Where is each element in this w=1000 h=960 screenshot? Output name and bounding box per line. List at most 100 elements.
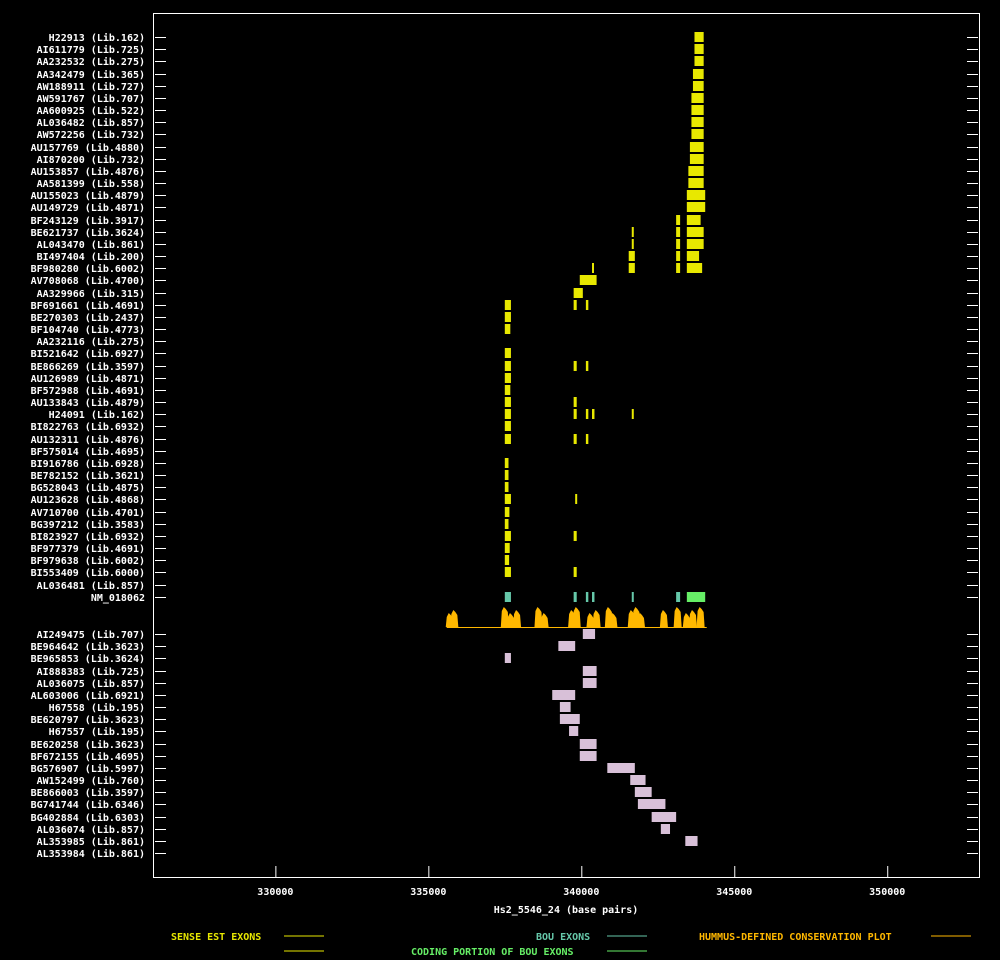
upper-row-label-21: AA329966 (Lib.315) [37,288,145,300]
sense-exon-44-0 [504,567,511,577]
sense-exon-18-2 [686,251,700,261]
sense-exon-16-0 [631,227,634,237]
conservation-peak-1 [450,610,459,627]
conservation-peak-20 [696,607,705,627]
conservation-peak-6 [540,613,549,627]
antisense-exon-7-0 [559,714,580,724]
sense-exon-5-0 [691,93,704,103]
sense-exon-23-0 [504,312,511,322]
upper-row-label-23: BE270303 (Lib.2437) [31,312,145,324]
upper-row-label-30: AU133843 (Lib.4879) [31,397,145,409]
sense-exon-8-0 [691,129,704,139]
antisense-exon-10-0 [579,751,597,761]
lower-row-label-17: AL353985 (Lib.861) [37,836,145,848]
upper-row-label-12: AA581399 (Lib.558) [37,178,145,190]
sense-exon-15-0 [676,215,681,225]
sense-exon-14-0 [686,202,706,212]
sense-exon-41-0 [504,531,511,541]
conservation-peak-12 [609,613,618,627]
sense-exon-13-0 [686,190,706,200]
sense-exon-6-0 [691,105,704,115]
antisense-exon-0-0 [582,629,596,639]
upper-row-label-28: AU126989 (Lib.4871) [31,373,145,385]
sense-exon-28-0 [504,373,511,383]
upper-row-label-7: AL036482 (Lib.857) [37,117,145,129]
sense-exon-39-0 [504,507,510,517]
x-tick-label-0: 330000 [257,887,293,898]
sense-exon-2-0 [694,56,704,66]
sense-exon-24-0 [504,324,511,334]
sense-exon-27-1 [573,361,577,371]
lower-row-label-10: BF672155 (Lib.4695) [31,751,145,763]
upper-row-label-8: AW572256 (Lib.732) [37,129,145,141]
upper-row-label-31: H24091 (Lib.162) [49,409,145,421]
sense-exon-16-1 [676,227,681,237]
upper-row-label-1: AI611779 (Lib.725) [37,44,145,56]
legend-sense-label: SENSE EST EXONS [171,932,261,943]
sense-exon-18-0 [628,251,635,261]
sense-exon-38-0 [504,494,511,504]
sense-exon-0-0 [694,32,704,42]
upper-row-label-39: AV710700 (Lib.4701) [31,507,145,519]
lower-row-label-12: AW152499 (Lib.760) [37,775,145,787]
antisense-exon-15-0 [651,812,677,822]
sense-exon-15-1 [686,215,701,225]
bou-exon-5 [676,592,681,602]
lower-row-label-9: BE620258 (Lib.3623) [31,739,145,751]
x-tick-label-2: 340000 [563,887,599,898]
conservation-peak-19 [688,610,697,627]
upper-row-label-41: BI823927 (Lib.6932) [31,531,145,543]
antisense-exon-8-0 [569,726,579,736]
sense-exon-31-1 [573,409,577,419]
conservation-peak-18 [682,613,691,627]
conservation-peak-2 [500,607,509,627]
upper-row-label-5: AW591767 (Lib.707) [37,93,145,105]
upper-row-label-25: AA232116 (Lib.275) [37,336,145,348]
legend-bou-label: BOU EXONS [536,932,590,943]
lower-row-label-15: BG402884 (Lib.6303) [31,812,145,824]
legend-hummus-label: HUMMUS-DEFINED CONSERVATION PLOT [699,932,892,943]
x-tick-label-3: 345000 [716,887,752,898]
upper-row-label-19: BF980280 (Lib.6002) [31,263,145,275]
upper-row-label-27: BE866269 (Lib.3597) [31,361,145,373]
upper-row-label-36: BE782152 (Lib.3621) [31,470,145,482]
sense-exon-42-0 [504,543,510,553]
upper-row-label-22: BF691661 (Lib.4691) [31,300,145,312]
antisense-exon-11-0 [607,763,635,773]
sense-exon-29-0 [504,385,511,395]
upper-row-label-38: AU123628 (Lib.4868) [31,494,145,506]
antisense-exon-5-0 [552,690,576,700]
sense-exon-22-2 [585,300,589,310]
conservation-peak-5 [534,607,543,627]
lower-row-label-1: BE964642 (Lib.3623) [31,641,145,653]
upper-row-label-24: BF104740 (Lib.4773) [31,324,145,336]
upper-row-label-35: BI916786 (Lib.6928) [31,458,145,470]
x-axis: 330000 335000 340000 345000 350000 [257,866,905,898]
sense-exon-43-0 [504,555,510,565]
upper-row-label-45: AL036481 (Lib.857) [37,580,145,592]
sense-exon-30-0 [504,397,511,407]
sense-exon-19-1 [628,263,635,273]
x-axis-label: Hs2_5546_24 (base pairs) [494,904,639,916]
antisense-exon-9-0 [579,739,597,749]
sense-exon-18-1 [676,251,681,261]
sense-exon-19-2 [676,263,681,273]
antisense-exon-1-0 [558,641,576,651]
sense-exon-31-4 [631,409,634,419]
sense-exon-33-1 [573,434,577,444]
upper-row-label-40: BG397212 (Lib.3583) [31,519,145,531]
upper-row-label-14: AU149729 (Lib.4871) [31,202,145,214]
lower-row-label-16: AL036074 (Lib.857) [37,824,145,836]
lower-row-label-4: AL036075 (Lib.857) [37,678,145,690]
lower-row-label-11: BG576907 (Lib.5997) [31,763,145,775]
sense-exon-17-0 [631,239,634,249]
antisense-exon-17-0 [685,836,698,846]
bou-exon-6 [686,592,706,602]
sense-exon-40-0 [504,519,509,529]
sense-exon-31-3 [592,409,595,419]
upper-row-label-34: BF575014 (Lib.4695) [31,446,145,458]
lower-row-label-14: BG741744 (Lib.6346) [31,799,145,811]
sense-exon-7-0 [691,117,704,127]
lower-row-label-3: AI888383 (Lib.725) [37,666,145,678]
